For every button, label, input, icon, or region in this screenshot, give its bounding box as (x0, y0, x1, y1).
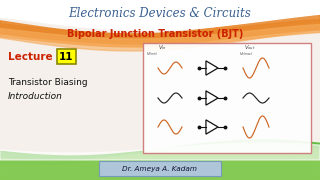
FancyBboxPatch shape (57, 48, 76, 64)
Text: Bipolar Junction Transistor (BJT): Bipolar Junction Transistor (BJT) (67, 29, 243, 39)
Text: Introduction: Introduction (8, 91, 63, 100)
Text: $V_{out}$: $V_{out}$ (244, 44, 256, 52)
Polygon shape (0, 150, 320, 180)
Text: 11: 11 (59, 52, 73, 62)
Text: Transistor Biasing: Transistor Biasing (8, 78, 88, 87)
Polygon shape (0, 24, 320, 47)
Polygon shape (0, 19, 320, 44)
Polygon shape (0, 25, 320, 51)
Polygon shape (0, 145, 320, 180)
Text: Lecture: Lecture (8, 52, 52, 62)
Text: Electronics Devices & Circuits: Electronics Devices & Circuits (68, 6, 252, 19)
FancyBboxPatch shape (99, 161, 221, 176)
Text: $V_{in}$: $V_{in}$ (158, 44, 166, 52)
Polygon shape (0, 140, 320, 180)
Polygon shape (0, 13, 320, 42)
Text: $V_{o(max)}$: $V_{o(max)}$ (239, 50, 253, 58)
Text: Dr. Ameya A. Kadam: Dr. Ameya A. Kadam (123, 166, 197, 172)
FancyBboxPatch shape (143, 43, 311, 153)
Text: $V_{i(min)}$: $V_{i(min)}$ (146, 50, 158, 58)
Polygon shape (0, 19, 320, 46)
Polygon shape (0, 0, 320, 30)
Polygon shape (0, 143, 320, 160)
